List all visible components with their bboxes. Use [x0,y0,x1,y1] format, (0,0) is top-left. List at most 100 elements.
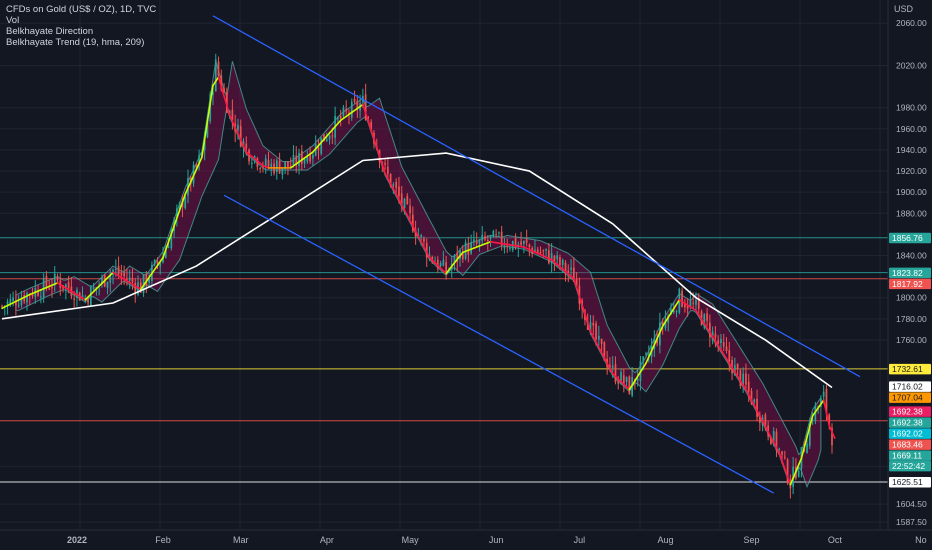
direction-line-segment [611,372,620,380]
candle-body [470,241,472,254]
candle-body [553,255,556,262]
candle-body [289,165,292,168]
candle-body [636,378,639,381]
direction-line-segment [500,242,509,246]
candle-body [203,139,206,151]
candle-body [539,251,542,253]
direction-line-segment [623,383,631,391]
price-tag-label: 1823.82 [892,268,923,278]
candle-body [264,158,267,166]
direction-line-segment [495,241,503,245]
direction-line-segment [406,214,414,227]
candle-body [542,250,545,252]
direction-line-segment [90,288,98,296]
direction-line-segment [772,441,781,454]
direction-line-segment [645,350,653,364]
candle-body [339,115,342,119]
candle-body [42,277,45,298]
price-axis-currency: USD [894,4,914,14]
candle-body [556,255,559,260]
candle-body [248,149,250,162]
price-tag-box [889,476,931,488]
direction-line-segment [123,278,131,284]
candle-body [392,184,395,186]
direction-line-segment [545,256,553,261]
candle-body [92,287,95,290]
candle-body [262,166,264,168]
candle-body [642,356,645,362]
direction-line-segment [489,240,497,244]
direction-line-segment [51,282,59,287]
candle-body [664,319,667,329]
direction-line-segment [528,248,536,253]
direction-line-segment [412,225,420,238]
direction-line-segment [667,307,675,319]
direction-line-segment [289,163,298,169]
candle-body [520,241,522,245]
direction-line-segment [323,132,331,141]
candle-body [550,253,553,264]
candle-body [561,259,564,265]
direction-line-segment [362,103,370,123]
direction-line-segment [462,249,470,254]
candle-body [547,250,550,264]
candle-body [217,61,220,76]
direction-line-segment [584,313,592,333]
candle-body [23,295,26,302]
direction-line-segment [800,436,808,460]
candle-body [406,195,409,205]
candle-body [114,268,117,270]
direction-line-segment [217,76,225,97]
direction-line-segment [511,244,520,247]
candle-body [758,414,761,423]
candle-body [645,353,647,355]
direction-line-segment [550,258,558,266]
candle-body [214,59,217,92]
candle-body [545,248,547,251]
candle-body [733,365,736,376]
candle-body [745,373,747,385]
candle-body [656,338,658,344]
candle-body [536,249,539,253]
candle-body [237,124,239,131]
price-tag-label: 1856.76 [892,233,923,243]
candle-body [128,277,131,281]
direction-line-segment [373,138,381,157]
direction-line-segment [650,337,658,352]
price-tag-box [889,267,931,279]
candle-body [325,139,328,141]
price-tag-box [889,439,931,450]
price-tag-label: 1683.46 [892,440,923,450]
direction-line-segment [795,457,803,473]
candle-body [145,273,148,286]
candle-body [820,397,822,407]
candle-body [764,414,767,428]
direction-line-segment [400,204,409,217]
candle-body [750,390,753,404]
candle-body [486,240,489,242]
candle-body [692,302,695,304]
price-tag-label: 1732.61 [892,364,923,374]
candle-body [456,252,459,262]
direction-line-segment [28,291,37,296]
candle-body [312,154,314,159]
chart-legend: CFDs on Gold (US$ / OZ), 1D, TVC Vol Bel… [6,4,156,48]
candle-body [523,240,525,244]
price-tag-label: 1707.04 [892,393,923,403]
candle-body [722,342,725,347]
candle-body [620,372,622,384]
direction-line-segment [139,280,148,291]
direction-line-segment [212,76,220,87]
direction-line-segment [561,268,570,275]
direction-line-segment [78,295,87,301]
candle-body [770,438,772,445]
candle-body [811,419,814,421]
candle-body [220,75,223,90]
price-axis-tick-label: 1604.50 [896,499,927,509]
direction-line-segment [256,160,264,167]
candle-body [267,159,270,167]
direction-line-segment [328,125,336,134]
time-axis-label: Feb [155,535,171,545]
direction-line-segment [17,296,26,301]
